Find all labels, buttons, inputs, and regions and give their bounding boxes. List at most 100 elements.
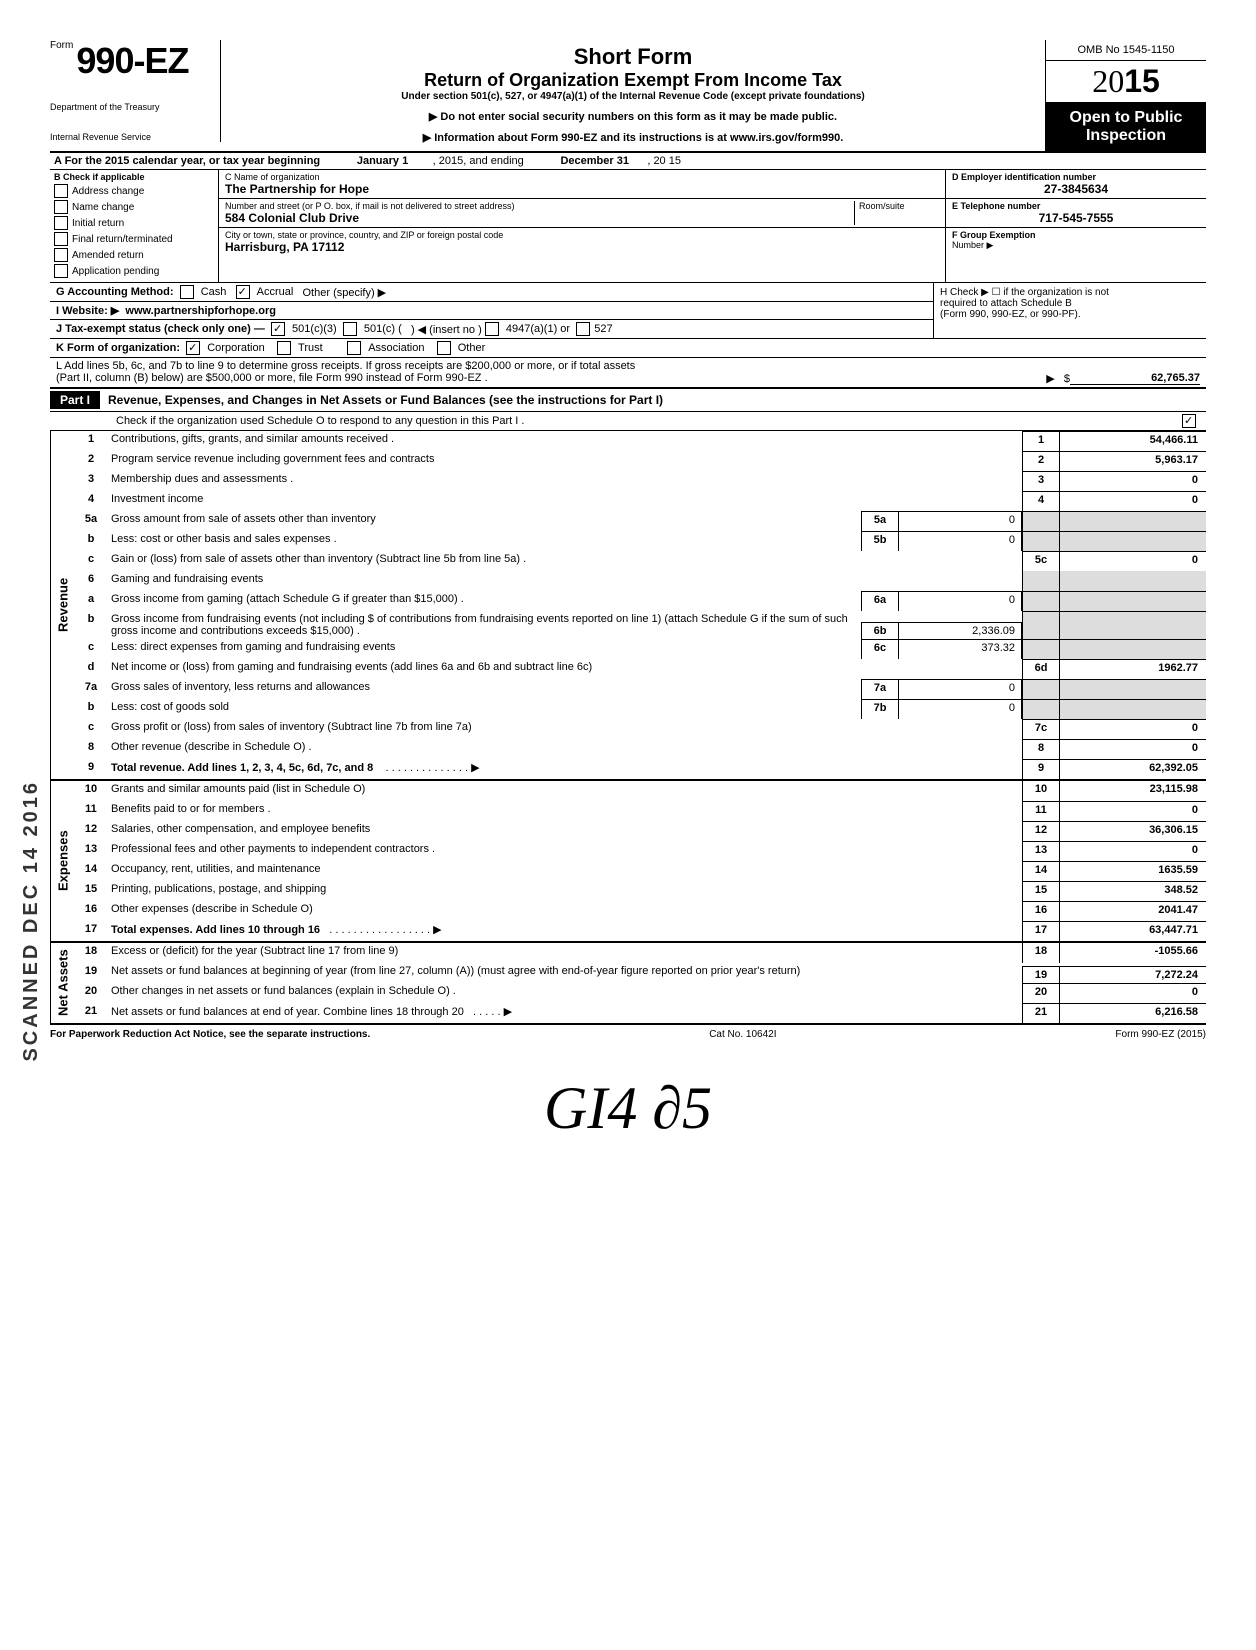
line-20-num: 20	[75, 983, 107, 1003]
title-main: Short Form	[231, 44, 1035, 70]
g-cash: Cash	[201, 286, 227, 298]
line-6c-val: 373.32	[899, 639, 1022, 659]
f-label2: Number ▶	[952, 240, 1200, 251]
line-11-num: 11	[75, 801, 107, 821]
dept-line1: Department of the Treasury	[50, 102, 160, 112]
room-label: Room/suite	[859, 201, 939, 211]
line-6b-num: b	[75, 611, 107, 639]
line-9-box: 9	[1022, 759, 1060, 779]
line-9-val: 62,392.05	[1060, 759, 1206, 779]
footer-mid: Cat No. 10642I	[709, 1029, 776, 1040]
g-label: G Accounting Method:	[56, 286, 174, 298]
line-6d-val: 1962.77	[1060, 659, 1206, 679]
line-17-val: 63,447.71	[1060, 921, 1206, 941]
checkbox-amended-return[interactable]	[54, 248, 68, 262]
checkbox-corporation[interactable]	[186, 341, 200, 355]
checkbox-association[interactable]	[347, 341, 361, 355]
checkbox-schedule-o[interactable]	[1182, 414, 1196, 428]
line-16-box: 16	[1022, 901, 1060, 921]
checkbox-address-change[interactable]	[54, 184, 68, 198]
title-sub: Return of Organization Exempt From Incom…	[231, 70, 1035, 91]
row-h: H Check ▶ ☐ if the organization is not r…	[933, 283, 1206, 338]
opt-address-change: Address change	[72, 186, 144, 197]
j-527: 527	[594, 323, 612, 335]
line-2-box: 2	[1022, 451, 1060, 471]
line-6c-desc: Less: direct expenses from gaming and fu…	[107, 639, 861, 659]
line-4-box: 4	[1022, 491, 1060, 511]
checkbox-527[interactable]	[576, 322, 590, 336]
revenue-section: Revenue 1Contributions, gifts, grants, a…	[50, 431, 1206, 781]
opt-initial-return: Initial return	[72, 218, 124, 229]
checkbox-other-org[interactable]	[437, 341, 451, 355]
checkbox-trust[interactable]	[277, 341, 291, 355]
website-value: www.partnershipforhope.org	[125, 305, 276, 317]
line-8-num: 8	[75, 739, 107, 759]
year-bold: 15	[1124, 63, 1160, 99]
line-11-desc: Benefits paid to or for members .	[107, 801, 1022, 821]
line-5b-val: 0	[899, 531, 1022, 551]
footer-right: Form 990-EZ (2015)	[1115, 1029, 1206, 1040]
d-label: D Employer identification number	[952, 172, 1200, 182]
line-15-desc: Printing, publications, postage, and shi…	[107, 881, 1022, 901]
k-label: K Form of organization:	[56, 342, 180, 354]
h-label2: required to attach Schedule B	[940, 298, 1200, 309]
col-d: D Employer identification number 27-3845…	[945, 170, 1206, 282]
checkbox-accrual[interactable]	[236, 285, 250, 299]
checkbox-name-change[interactable]	[54, 200, 68, 214]
line-12-desc: Salaries, other compensation, and employ…	[107, 821, 1022, 841]
line-7c-num: c	[75, 719, 107, 739]
line-5a-val: 0	[899, 511, 1022, 531]
line-13-box: 13	[1022, 841, 1060, 861]
line-4-desc: Investment income	[107, 491, 1022, 511]
line-5b-num: b	[75, 531, 107, 551]
checkbox-final-return[interactable]	[54, 232, 68, 246]
line-18-num: 18	[75, 943, 107, 963]
l-line1: L Add lines 5b, 6c, and 7b to line 9 to …	[56, 360, 1070, 372]
line-19-desc: Net assets or fund balances at beginning…	[107, 963, 1022, 983]
ein-value: 27-3845634	[952, 182, 1200, 196]
tax-year: 2015	[1046, 61, 1206, 103]
line-1-desc: Contributions, gifts, grants, and simila…	[107, 431, 1022, 451]
city-value: Harrisburg, PA 17112	[225, 240, 939, 254]
line-16-num: 16	[75, 901, 107, 921]
line-10-box: 10	[1022, 781, 1060, 801]
checkbox-initial-return[interactable]	[54, 216, 68, 230]
line-4-num: 4	[75, 491, 107, 511]
line-21-val: 6,216.58	[1060, 1003, 1206, 1023]
line-13-num: 13	[75, 841, 107, 861]
line-8-val: 0	[1060, 739, 1206, 759]
year-outline: 20	[1092, 63, 1124, 99]
line-17-box: 17	[1022, 921, 1060, 941]
checkbox-cash[interactable]	[180, 285, 194, 299]
form-prefix: Form	[50, 40, 73, 51]
checkbox-application-pending[interactable]	[54, 264, 68, 278]
l-line2: (Part II, column (B) below) are $500,000…	[56, 372, 488, 384]
addr-value: 584 Colonial Club Drive	[225, 211, 854, 225]
col-c: C Name of organization The Partnership f…	[219, 170, 945, 282]
part1-check-text: Check if the organization used Schedule …	[56, 415, 1182, 427]
line-7b-val: 0	[899, 699, 1022, 719]
gross-receipts-value: 62,765.37	[1070, 372, 1200, 385]
line-20-val: 0	[1060, 983, 1206, 1003]
line-20-desc: Other changes in net assets or fund bala…	[107, 983, 1022, 1003]
id-block: B Check if applicable Address change Nam…	[50, 170, 1206, 283]
checkbox-501c[interactable]	[343, 322, 357, 336]
part1-check: Check if the organization used Schedule …	[50, 412, 1206, 431]
c-label: C Name of organization	[225, 172, 939, 182]
title-note1: ▶ Do not enter social security numbers o…	[231, 110, 1035, 123]
form-label-block: Form 990-EZ Department of the Treasury I…	[50, 40, 221, 142]
row-a-end2: , 20 15	[647, 155, 681, 167]
addr-label: Number and street (or P O. box, if mail …	[225, 201, 854, 211]
open-line2: Inspection	[1050, 127, 1202, 145]
checkbox-501c3[interactable]	[271, 322, 285, 336]
line-2-desc: Program service revenue including govern…	[107, 451, 1022, 471]
omb-number: OMB No 1545-1150	[1046, 40, 1206, 61]
line-6-desc: Gaming and fundraising events	[107, 571, 1022, 591]
line-9-num: 9	[75, 759, 107, 779]
part1-label: Part I	[50, 391, 100, 409]
line-7b-num: b	[75, 699, 107, 719]
line-11-val: 0	[1060, 801, 1206, 821]
checkbox-4947[interactable]	[485, 322, 499, 336]
k-trust: Trust	[298, 342, 323, 354]
line-6b-desc: Gross income from fundraising events (no…	[107, 611, 861, 639]
